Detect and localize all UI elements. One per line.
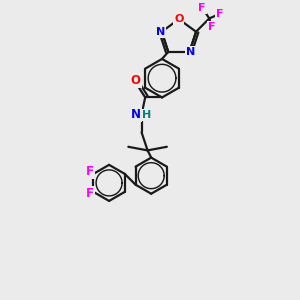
Text: F: F — [208, 22, 215, 32]
Text: O: O — [130, 74, 141, 87]
Text: O: O — [174, 14, 184, 24]
Text: F: F — [198, 3, 206, 13]
Text: F: F — [86, 187, 94, 200]
Text: N: N — [186, 47, 195, 57]
Text: F: F — [216, 9, 224, 19]
Text: N: N — [156, 27, 165, 37]
Text: F: F — [86, 165, 94, 178]
Text: H: H — [142, 110, 152, 120]
Text: N: N — [131, 108, 141, 121]
